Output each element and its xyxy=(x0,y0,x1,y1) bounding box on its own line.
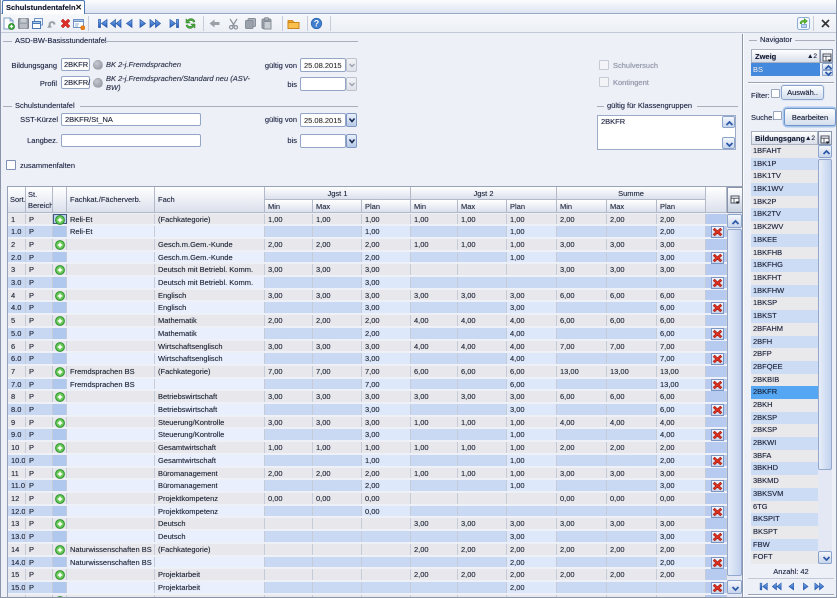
svg-text:?: ? xyxy=(314,19,320,29)
